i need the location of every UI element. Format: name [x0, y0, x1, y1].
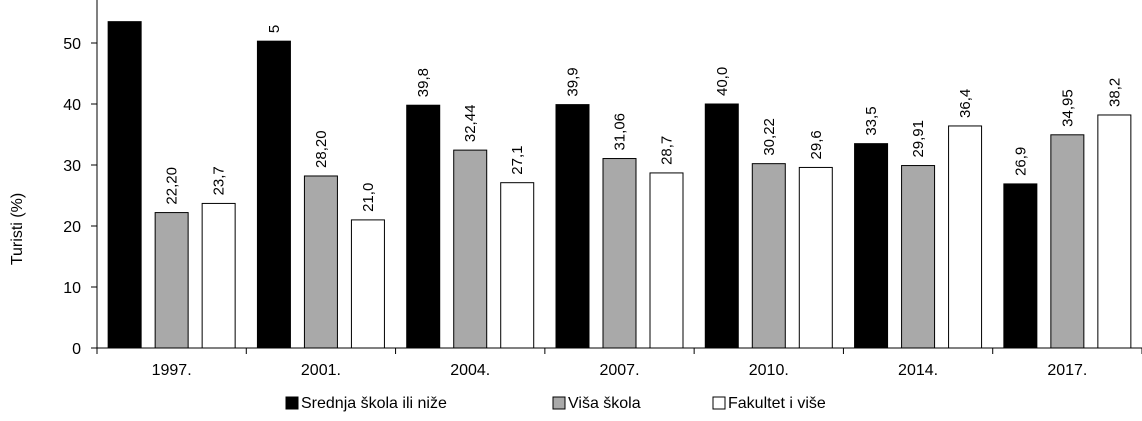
- data-label: 28,7: [659, 136, 676, 165]
- data-label: 28,20: [313, 130, 330, 168]
- x-tick-label: 2004.: [450, 362, 490, 379]
- data-label: 29,91: [910, 120, 927, 158]
- data-label: 31,06: [612, 113, 629, 151]
- y-tick-label: 30: [63, 158, 81, 175]
- bar: [1097, 114, 1132, 349]
- data-label: 40,0: [714, 67, 731, 96]
- bar: [798, 166, 833, 349]
- data-label: 21,0: [360, 183, 377, 212]
- y-tick-label: 40: [63, 97, 81, 114]
- legend-label: Fakultet i više: [728, 395, 826, 412]
- data-label: 38,2: [1106, 78, 1123, 107]
- data-label: 29,6: [808, 130, 825, 159]
- bar: [751, 163, 786, 349]
- bar: [303, 175, 338, 349]
- bar: [500, 182, 535, 349]
- data-label: 34,95: [1059, 89, 1076, 127]
- data-label: 36,4: [957, 89, 974, 118]
- bar: [201, 202, 236, 349]
- bar: [602, 158, 637, 349]
- bars-layer: [107, 21, 1132, 349]
- bar: [1050, 134, 1085, 349]
- y-tick-label: 20: [63, 219, 81, 236]
- axes-layer: 0 10 20 30 40 50 1997. 2001. 2004. 2007. 2010. 2014…: [9, 0, 1142, 379]
- x-tick-label: 2010.: [749, 362, 789, 379]
- data-label: 23,7: [211, 166, 228, 195]
- data-label: 5: [266, 25, 283, 33]
- bar: [154, 212, 189, 349]
- bar: [649, 172, 684, 349]
- data-label: 39,9: [565, 67, 582, 96]
- data-label: 39,8: [415, 68, 432, 97]
- legend-swatch: [552, 396, 566, 410]
- data-label: 33,5: [863, 106, 880, 135]
- legend-swatch: [712, 396, 726, 410]
- bar: [854, 143, 889, 349]
- legend-label: Viša škola: [568, 395, 641, 412]
- bar: [406, 104, 441, 349]
- y-tick-label: 50: [63, 36, 81, 53]
- x-tick-label: 2014.: [898, 362, 938, 379]
- legend-label: Srednja škola ili niže: [301, 395, 447, 412]
- y-axis-title: Turisti (%): [9, 193, 26, 265]
- bar: [453, 149, 488, 349]
- data-label: 32,44: [462, 105, 479, 143]
- bar: [948, 125, 983, 349]
- x-tick-label: 2007.: [599, 362, 639, 379]
- data-label: 26,9: [1012, 147, 1029, 176]
- y-tick-label: 0: [72, 341, 81, 358]
- x-tick-label: 2017.: [1047, 362, 1087, 379]
- bar: [1003, 183, 1038, 349]
- bar: [107, 21, 142, 349]
- legend-swatch: [285, 396, 299, 410]
- data-label: 22,20: [164, 167, 181, 205]
- bar: [350, 219, 385, 349]
- x-tick-label: 1997.: [152, 362, 192, 379]
- bar: [256, 40, 291, 349]
- bar: [901, 165, 936, 349]
- bar: [704, 103, 739, 349]
- legend: Srednja škola ili niže Viša škola Fakultet…: [285, 395, 826, 412]
- y-tick-label: 10: [63, 280, 81, 297]
- x-tick-label: 2001.: [301, 362, 341, 379]
- data-label: 27,1: [509, 145, 526, 174]
- data-label: 30,22: [761, 118, 778, 156]
- data-labels-layer: 22,20 23,7 5 28,20 21,0 39,8 32,44 27,1 39,9 31,0…: [164, 25, 1124, 212]
- bar: [555, 104, 590, 349]
